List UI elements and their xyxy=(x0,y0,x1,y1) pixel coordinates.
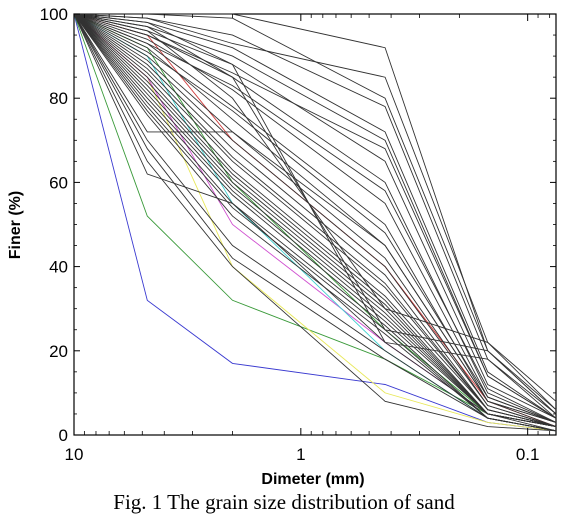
x-tick-label-2: 0.1 xyxy=(516,445,540,464)
series-line-26 xyxy=(73,13,557,428)
series-line-31 xyxy=(73,13,557,419)
series-line-38 xyxy=(73,13,557,428)
y-tick-label-100: 100 xyxy=(40,5,68,24)
y-tick-label-60: 60 xyxy=(49,173,68,192)
y-tick-label-40: 40 xyxy=(49,258,68,277)
ticks-layer: 0 20 40 60 80 100 10 1 0.1 xyxy=(40,5,556,464)
series-line-34 xyxy=(73,13,557,402)
y-tick-label-0: 0 xyxy=(59,426,68,445)
series-line-12 xyxy=(73,13,557,419)
y-tick-label-20: 20 xyxy=(49,342,68,361)
plot-frame xyxy=(73,13,557,436)
y-tick-label-80: 80 xyxy=(49,89,68,108)
x-tick-label-0: 10 xyxy=(65,445,84,464)
series-line-43 xyxy=(73,13,557,432)
series-line-35 xyxy=(73,13,557,419)
series-line-37 xyxy=(73,13,557,423)
y-axis-title: Finer (%) xyxy=(7,191,24,259)
series-line-13 xyxy=(73,13,557,419)
series-line-40 xyxy=(73,13,557,428)
grain-size-chart: 0 20 40 60 80 100 10 1 0.1 Dimeter (mm) Finer (%… xyxy=(7,5,557,488)
x-axis-title: Dimeter (mm) xyxy=(261,471,364,488)
series-line-36 xyxy=(73,13,557,423)
series-line-30 xyxy=(73,13,557,432)
series-line-15 xyxy=(73,13,557,423)
series-line-14 xyxy=(73,13,557,423)
series-line-11 xyxy=(73,13,557,419)
figure-caption: Fig. 1 The grain size distribution of sa… xyxy=(113,490,455,514)
plot-border xyxy=(73,13,557,436)
series-line-44 xyxy=(73,13,557,432)
series-line-16 xyxy=(73,13,557,423)
series-line-17 xyxy=(73,13,557,423)
series-layer xyxy=(73,13,557,432)
series-line-42 xyxy=(73,13,557,428)
x-tick-label-1: 1 xyxy=(296,445,305,464)
